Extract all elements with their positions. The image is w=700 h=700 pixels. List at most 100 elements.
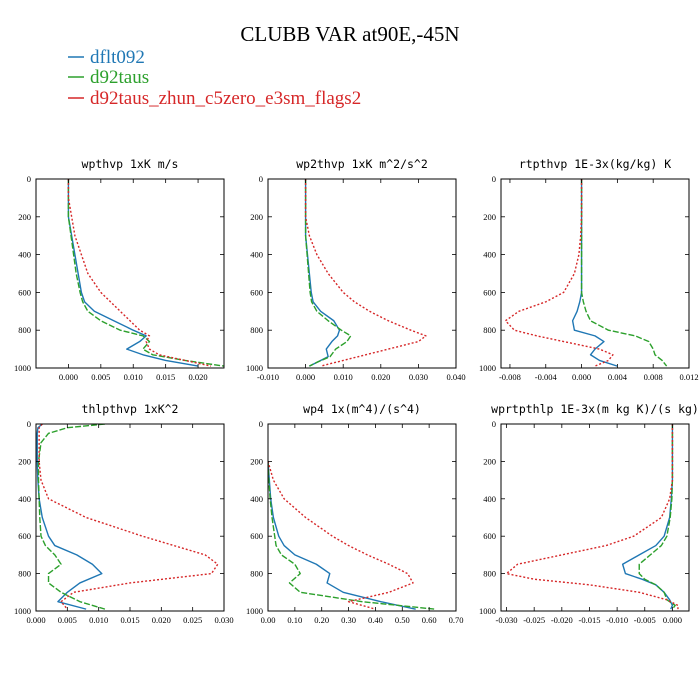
y-tick-label: 0 bbox=[259, 419, 263, 429]
x-tick-label: 0.015 bbox=[156, 372, 175, 382]
series-line bbox=[67, 179, 212, 367]
y-tick-label: 1000 bbox=[14, 363, 31, 373]
x-tick-label: 0.020 bbox=[189, 372, 208, 382]
x-tick-label: 0.010 bbox=[124, 372, 143, 382]
figure-title: CLUBB VAR at90E,-45N bbox=[240, 22, 459, 46]
x-tick-label: -0.025 bbox=[523, 615, 545, 625]
y-tick-label: 200 bbox=[483, 212, 496, 222]
x-tick-label: 0.000 bbox=[296, 372, 315, 382]
x-tick-label: 0.025 bbox=[183, 615, 202, 625]
x-tick-label: 0.004 bbox=[608, 372, 628, 382]
chart-panel: wp2thvp 1xK m^2/s^2 -0.010 0.000 0.010 0.020… bbox=[246, 157, 466, 382]
x-tick-label: 0.70 bbox=[449, 615, 464, 625]
series-line bbox=[304, 179, 427, 367]
y-tick-label: 600 bbox=[483, 531, 496, 541]
legend-item: d92taus bbox=[68, 67, 149, 88]
y-tick-label: 400 bbox=[483, 250, 496, 260]
x-tick-label: 0.040 bbox=[446, 372, 465, 382]
x-tick-label: -0.020 bbox=[551, 615, 573, 625]
axes-frame bbox=[267, 178, 457, 369]
x-tick-label: 0.000 bbox=[26, 615, 45, 625]
legend: dflt092 d92taus d92taus_zhun_c5zero_e3sm… bbox=[68, 47, 361, 109]
x-tick-label: 0.005 bbox=[91, 372, 110, 382]
y-tick-label: 600 bbox=[250, 287, 263, 297]
series-line bbox=[304, 179, 341, 367]
chart-panel: rtpthvp 1E-3x(kg/kg) K -0.008 -0.004 0.000 0… bbox=[479, 157, 699, 382]
x-tick-label: 0.30 bbox=[341, 615, 356, 625]
plot-area bbox=[504, 179, 668, 367]
chart-panel: thlpthvp 1xK^2 0.000 0.005 0.010 0.015 0.020 0… bbox=[14, 402, 234, 625]
y-tick-label: 600 bbox=[18, 287, 31, 297]
y-tick-label: 400 bbox=[250, 494, 263, 504]
x-tick-label: -0.010 bbox=[257, 372, 279, 382]
y-tick-label: 0 bbox=[27, 419, 31, 429]
y-tick-label: 800 bbox=[483, 569, 496, 579]
y-tick-label: 1000 bbox=[246, 363, 263, 373]
series-line bbox=[37, 424, 106, 610]
y-tick-label: 200 bbox=[18, 456, 31, 466]
series-line bbox=[38, 424, 219, 610]
axes-frame bbox=[500, 178, 690, 369]
panel-title: wp2thvp 1xK m^2/s^2 bbox=[296, 157, 428, 171]
y-tick-label: 1000 bbox=[246, 606, 263, 616]
y-tick-label: 0 bbox=[27, 174, 31, 184]
plot-area bbox=[304, 179, 427, 367]
x-tick-label: 0.000 bbox=[59, 372, 78, 382]
x-tick-label: 0.000 bbox=[572, 372, 591, 382]
axes-frame bbox=[35, 178, 225, 369]
x-tick-label: 0.000 bbox=[663, 615, 682, 625]
y-tick-label: 200 bbox=[250, 212, 263, 222]
y-tick-label: 800 bbox=[483, 325, 496, 335]
axes-frame bbox=[267, 423, 457, 612]
y-tick-label: 1000 bbox=[14, 606, 31, 616]
y-tick-label: 0 bbox=[492, 174, 496, 184]
y-tick-label: 800 bbox=[18, 569, 31, 579]
y-tick-label: 200 bbox=[250, 456, 263, 466]
panels: wpthvp 1xK m/s 0.000 0.005 0.010 0.015 0.020 0… bbox=[14, 157, 699, 625]
y-tick-label: 0 bbox=[259, 174, 263, 184]
chart-panel: wpthvp 1xK m/s 0.000 0.005 0.010 0.015 0.020 0… bbox=[14, 157, 225, 382]
x-tick-label: -0.015 bbox=[578, 615, 600, 625]
x-tick-label: 0.008 bbox=[644, 372, 663, 382]
series-line bbox=[504, 179, 614, 367]
panel-title: wpthvp 1xK m/s bbox=[82, 157, 179, 171]
x-tick-label: 0.030 bbox=[409, 372, 428, 382]
x-tick-label: -0.030 bbox=[496, 615, 518, 625]
y-tick-label: 200 bbox=[18, 212, 31, 222]
plot-area bbox=[505, 424, 679, 610]
y-tick-label: 800 bbox=[250, 569, 263, 579]
x-tick-label: 0.010 bbox=[334, 372, 353, 382]
series-line bbox=[505, 424, 679, 610]
x-tick-label: 0.020 bbox=[152, 615, 171, 625]
y-tick-label: 800 bbox=[18, 325, 31, 335]
y-tick-label: 600 bbox=[483, 287, 496, 297]
chart-panel: wprtpthlp 1E-3x(m kg K)/(s kg) -0.030 -0.0… bbox=[479, 402, 699, 625]
series-line bbox=[580, 179, 668, 367]
x-tick-label: 0.020 bbox=[371, 372, 390, 382]
y-tick-label: 400 bbox=[18, 250, 31, 260]
legend-label: d92taus_zhun_c5zero_e3sm_flags2 bbox=[90, 88, 361, 109]
x-tick-label: 0.50 bbox=[395, 615, 410, 625]
x-tick-label: -0.008 bbox=[499, 372, 521, 382]
x-tick-label: 0.030 bbox=[214, 615, 233, 625]
series-line bbox=[304, 179, 352, 367]
y-tick-label: 200 bbox=[483, 456, 496, 466]
legend-item: d92taus_zhun_c5zero_e3sm_flags2 bbox=[68, 88, 361, 109]
series-line bbox=[268, 461, 414, 610]
series-line bbox=[268, 461, 435, 610]
plot-area bbox=[36, 424, 219, 610]
x-tick-label: 0.60 bbox=[422, 615, 437, 625]
series-line bbox=[268, 461, 416, 610]
panel-title: wprtpthlp 1E-3x(m kg K)/(s kg) bbox=[491, 402, 699, 416]
y-tick-label: 0 bbox=[492, 419, 496, 429]
series-line bbox=[36, 424, 103, 610]
panel-title: wp4 1x(m^4)/(s^4) bbox=[303, 402, 421, 416]
legend-item: dflt092 bbox=[68, 47, 145, 68]
x-tick-label: -0.004 bbox=[535, 372, 558, 382]
x-tick-label: 0.015 bbox=[120, 615, 139, 625]
plot-area bbox=[268, 461, 435, 610]
y-tick-label: 1000 bbox=[479, 606, 496, 616]
x-tick-label: 0.005 bbox=[58, 615, 77, 625]
series-line bbox=[571, 179, 618, 367]
